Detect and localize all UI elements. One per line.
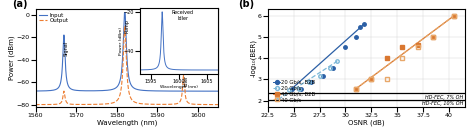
Input [168,90,173,92]
Output [141,103,146,105]
Line: Output: Output [36,26,218,105]
Output [149,103,155,105]
Y-axis label: Power (dBm): Power (dBm) [118,27,122,55]
Text: (a): (a) [12,0,27,9]
Text: Signal: Signal [64,41,68,56]
X-axis label: Wavelength (nm): Wavelength (nm) [160,85,198,89]
Text: HD-FEC, 10% OH: HD-FEC, 10% OH [422,101,464,106]
Y-axis label: -log₁₀(BER): -log₁₀(BER) [250,39,256,77]
Legend: 20 Gb/s, B2B, 20 Gb/s, 40 Gb/s, B2B, 40 Gb/s: 20 Gb/s, B2B, 20 Gb/s, 40 Gb/s, B2B, 40 … [273,79,317,103]
X-axis label: Wavelength (nm): Wavelength (nm) [97,120,157,126]
Output [99,103,104,105]
Output [215,104,221,105]
Output [122,25,128,27]
Output [42,104,47,105]
Text: Idler: Idler [184,74,189,86]
Output [168,103,173,105]
Input [99,90,104,91]
Input [178,90,183,92]
Input [121,12,127,13]
Text: (b): (b) [238,0,255,9]
Legend: Input, Output: Input, Output [38,12,69,24]
Text: Pump: Pump [124,19,129,33]
Input [141,90,146,91]
Text: HD-FEC, 7% OH: HD-FEC, 7% OH [425,95,464,100]
Text: Received
Idler: Received Idler [172,10,194,21]
Output [33,104,38,105]
Y-axis label: Power (dBm): Power (dBm) [8,36,15,80]
Input [33,90,38,92]
Input [42,90,47,92]
Line: Input: Input [36,13,218,91]
Input [149,90,155,92]
Input [215,90,221,92]
X-axis label: OSNR (dB): OSNR (dB) [348,120,384,126]
Output [178,100,183,101]
